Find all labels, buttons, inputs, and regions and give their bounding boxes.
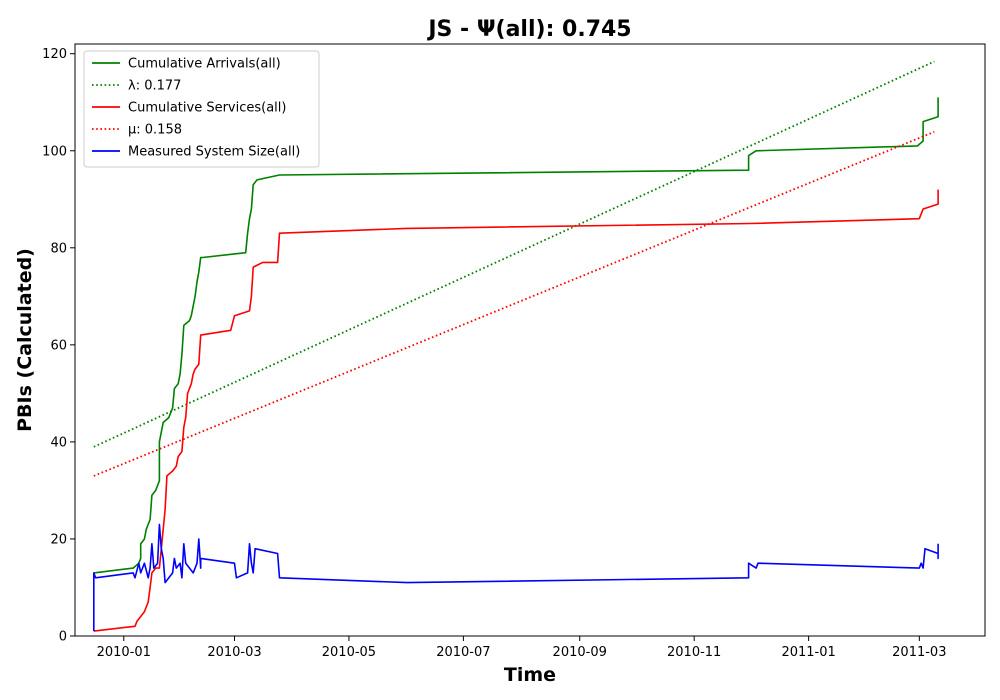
- legend: Cumulative Arrivals(all) λ: 0.177 Cumulati…: [83, 50, 320, 168]
- y-tick-label: 20: [50, 532, 67, 547]
- legend-label: μ: 0.158: [128, 123, 182, 138]
- y-tick-label: 80: [50, 241, 67, 256]
- legend-label: Cumulative Arrivals(all): [128, 57, 281, 72]
- x-tick-label: 2010-09: [553, 645, 607, 660]
- legend-label: Cumulative Services(all): [128, 101, 286, 116]
- legend-box: [83, 50, 320, 168]
- plot-lines: [93, 60, 939, 632]
- x-tick-label: 2011-01: [781, 645, 835, 660]
- series-line-0: [93, 97, 939, 574]
- chart-title: JS - Ψ(all): 0.745: [426, 17, 631, 42]
- y-tick-label: 40: [50, 435, 67, 450]
- x-tick-label: 2010-07: [436, 645, 490, 660]
- legend-label: λ: 0.177: [128, 79, 181, 94]
- legend-label: Measured System Size(all): [128, 145, 300, 160]
- y-tick-label: 100: [42, 144, 67, 159]
- x-axis: 2010-01 2010-03 2010-05 2010-07 2010-09 2010-…: [97, 636, 946, 660]
- x-tick-label: 2010-11: [667, 645, 721, 660]
- y-tick-label: 60: [50, 338, 67, 353]
- series-line-2: [93, 189, 939, 632]
- y-axis-label: PBIs (Calculated): [14, 248, 36, 432]
- series-line-3: [93, 130, 935, 477]
- series-line-4: [93, 523, 939, 632]
- series-line-1: [93, 60, 935, 448]
- x-tick-label: 2010-03: [207, 645, 261, 660]
- plot-frame: [74, 43, 986, 637]
- y-tick-label: 0: [59, 630, 67, 645]
- x-tick-label: 2010-05: [322, 645, 376, 660]
- x-tick-label: 2011-03: [892, 645, 946, 660]
- y-axis: 0 20 40 60 80 100 120: [42, 47, 75, 645]
- y-tick-label: 120: [42, 47, 67, 62]
- x-tick-label: 2010-01: [97, 645, 151, 660]
- x-axis-label: Time: [504, 664, 556, 686]
